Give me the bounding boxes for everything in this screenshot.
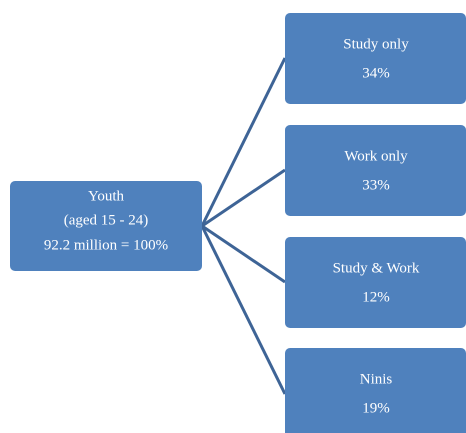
node-box — [285, 125, 466, 216]
node-share: 19% — [362, 400, 390, 416]
node-share: 33% — [362, 177, 390, 193]
connector — [201, 224, 286, 284]
node-box — [285, 348, 466, 433]
connector — [200, 225, 287, 395]
root-total: 92.2 million = 100% — [44, 237, 168, 253]
node-label: Work only — [344, 148, 408, 164]
node-box — [285, 237, 466, 328]
node-share: 12% — [362, 289, 390, 305]
node-label: Study only — [343, 36, 409, 52]
node-label: Study & Work — [333, 260, 420, 276]
node-box — [285, 13, 466, 104]
root-title: Youth — [88, 188, 124, 204]
connector — [200, 57, 287, 227]
node-label: Ninis — [360, 371, 393, 387]
root-box — [10, 181, 202, 271]
root-subtitle: (aged 15 - 24) — [64, 212, 149, 228]
connector — [201, 168, 286, 228]
node-share: 34% — [362, 65, 390, 81]
